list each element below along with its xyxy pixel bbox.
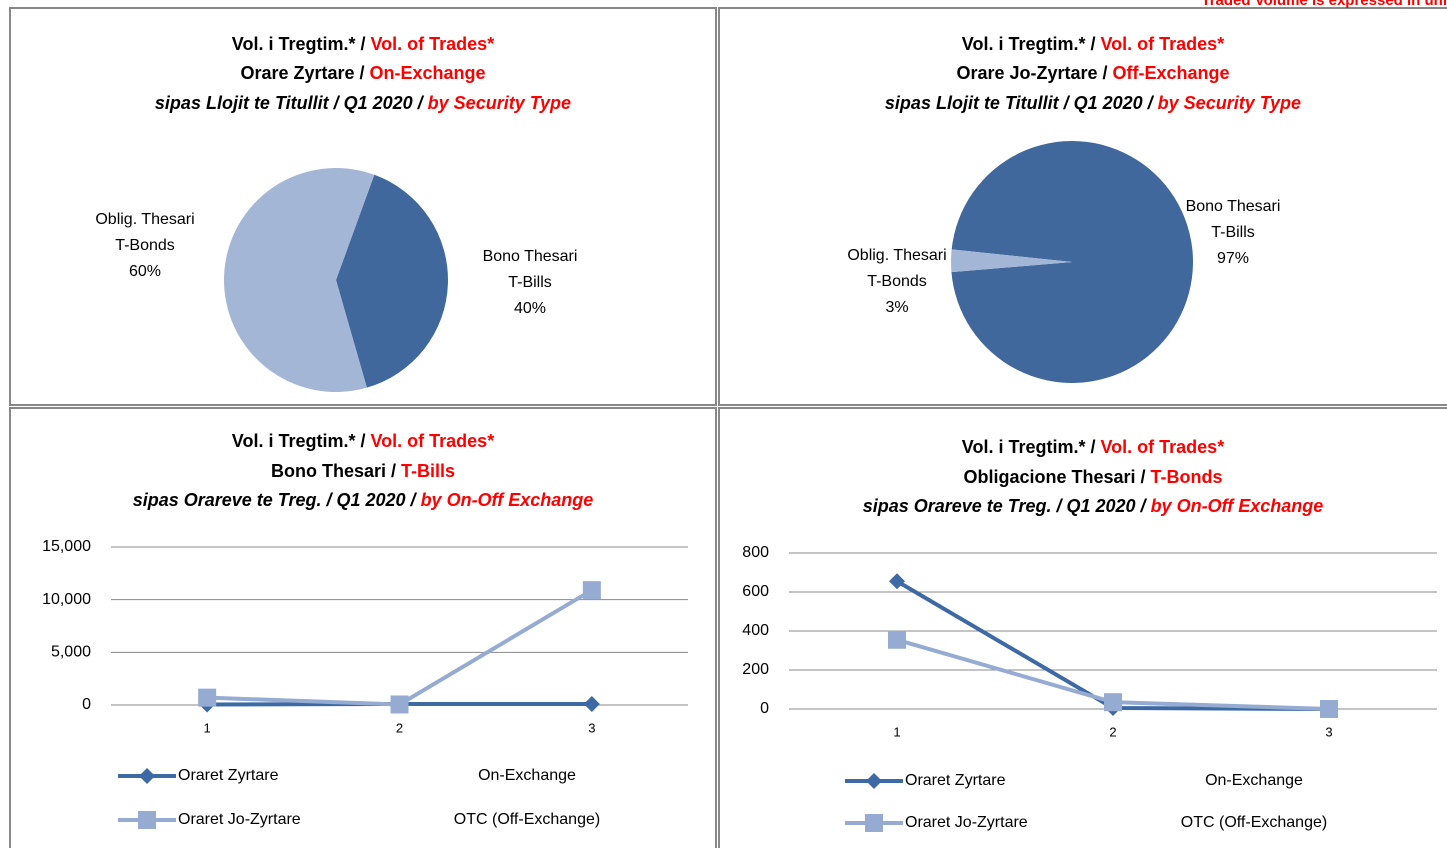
title-part: sipas Llojit te Titullit / Q1 2020 / [885, 93, 1155, 113]
title-highlight: Vol. of Trades* [371, 34, 495, 54]
title-highlight: T-Bonds [1151, 467, 1223, 487]
x-tick-label: 1 [893, 724, 900, 739]
marker [139, 768, 155, 784]
legend-label: Oraret Jo-Zyrtare [178, 811, 301, 828]
note: Traded Volume is expressed in uni [1201, 0, 1447, 9]
y-tick-label: 15,000 [42, 538, 91, 555]
x-tick-label: 1 [204, 720, 211, 735]
title-part: Vol. i Tregtim.* / [962, 34, 1096, 54]
title-highlight: by On-Off Exchange [421, 490, 594, 510]
title-highlight: Vol. of Trades* [1101, 437, 1225, 457]
y-tick-label: 5,000 [51, 644, 91, 661]
title-highlight: Off-Exchange [1113, 63, 1230, 83]
slice-label: T-Bonds [115, 237, 175, 254]
title-highlight: T-Bills [401, 461, 455, 481]
marker [198, 688, 217, 707]
pie-slice [224, 168, 375, 392]
pie-slice [951, 140, 1193, 383]
slice-label: T-Bonds [867, 273, 927, 290]
title-highlight: Vol. of Trades* [371, 431, 495, 451]
y-tick-label: 200 [742, 661, 769, 678]
chart-title: Orare Jo-Zyrtare / Off-Exchange [956, 63, 1229, 83]
slice-value-label: 3% [885, 299, 908, 316]
chart-title: sipas Orareve te Treg. / Q1 2020 /by On-… [863, 496, 1324, 516]
title-part: Bono Thesari / [271, 461, 396, 481]
title-highlight: by Security Type [428, 93, 571, 113]
slice-label: Oblig. Thesari [847, 247, 946, 264]
title-part: sipas Orareve te Treg. / Q1 2020 / [133, 490, 418, 510]
slice-label: T-Bills [508, 274, 552, 291]
title-part: Vol. i Tregtim.* / [232, 431, 366, 451]
marker [138, 811, 156, 829]
pie-slice [336, 174, 449, 388]
title-part: Orare Jo-Zyrtare / [956, 63, 1107, 83]
marker [888, 630, 906, 649]
title-part: Vol. i Tregtim.* / [232, 34, 366, 54]
marker [583, 695, 600, 712]
slice-value-label: 40% [514, 300, 546, 317]
panel [718, 407, 1447, 848]
chart-title: Vol. i Tregtim.* / Vol. of Trades* [962, 437, 1224, 457]
legend-description: OTC (Off-Exchange) [454, 811, 600, 828]
slice-value-label: 97% [1217, 250, 1249, 267]
title-highlight: by On-Off Exchange [1151, 496, 1324, 516]
y-tick-label: 800 [742, 544, 769, 561]
legend-description: On-Exchange [478, 767, 576, 784]
chart-title: Vol. i Tregtim.* / Vol. of Trades* [232, 431, 494, 451]
title-part: sipas Llojit te Titullit / Q1 2020 / [155, 93, 425, 113]
title-highlight: by Security Type [1158, 93, 1301, 113]
slice-value-label: 60% [129, 263, 161, 280]
x-tick-label: 3 [588, 720, 595, 735]
legend-label: Oraret Jo-Zyrtare [905, 814, 1028, 831]
marker [1320, 700, 1338, 718]
slice-label: T-Bills [1211, 224, 1255, 241]
title-highlight: On-Exchange [370, 63, 486, 83]
marker [865, 814, 883, 832]
x-tick-label: 2 [396, 720, 403, 735]
marker [582, 581, 601, 600]
legend-label: Oraret Zyrtare [905, 772, 1006, 789]
chart-title: Vol. i Tregtim.* / Vol. of Trades* [962, 34, 1224, 54]
marker [1104, 693, 1122, 712]
title-part: Obligacione Thesari / [963, 467, 1145, 487]
pie-slice [950, 249, 1072, 273]
x-tick-label: 2 [1109, 724, 1116, 739]
chart-title: Bono Thesari / T-Bills [271, 461, 455, 481]
slice-label: Bono Thesari [483, 248, 578, 265]
x-tick-label: 3 [1325, 724, 1332, 739]
marker [889, 573, 905, 590]
marker [390, 695, 409, 714]
y-tick-label: 0 [760, 700, 769, 717]
chart-title: sipas Llojit te Titullit / Q1 2020 /by S… [885, 93, 1301, 113]
title-part: Orare Zyrtare / [240, 63, 364, 83]
legend-description: On-Exchange [1205, 772, 1303, 789]
marker [866, 773, 882, 789]
chart-title: sipas Llojit te Titullit / Q1 2020 /by S… [155, 93, 571, 113]
chart-title: sipas Orareve te Treg. / Q1 2020 /by On-… [133, 490, 594, 510]
y-tick-label: 400 [742, 622, 769, 639]
title-part: sipas Orareve te Treg. / Q1 2020 / [863, 496, 1148, 516]
title-part: Vol. i Tregtim.* / [962, 437, 1096, 457]
slice-label: Oblig. Thesari [95, 211, 194, 228]
slice-label: Bono Thesari [1186, 198, 1281, 215]
title-highlight: Vol. of Trades* [1101, 34, 1225, 54]
legend-label: Oraret Zyrtare [178, 767, 279, 784]
chart-title: Vol. i Tregtim.* / Vol. of Trades* [232, 34, 494, 54]
legend-description: OTC (Off-Exchange) [1181, 814, 1327, 831]
chart-title: Obligacione Thesari / T-Bonds [963, 467, 1222, 487]
chart-title: Orare Zyrtare / On-Exchange [240, 63, 485, 83]
y-tick-label: 0 [82, 696, 91, 713]
y-tick-label: 10,000 [42, 591, 91, 608]
y-tick-label: 600 [742, 583, 769, 600]
